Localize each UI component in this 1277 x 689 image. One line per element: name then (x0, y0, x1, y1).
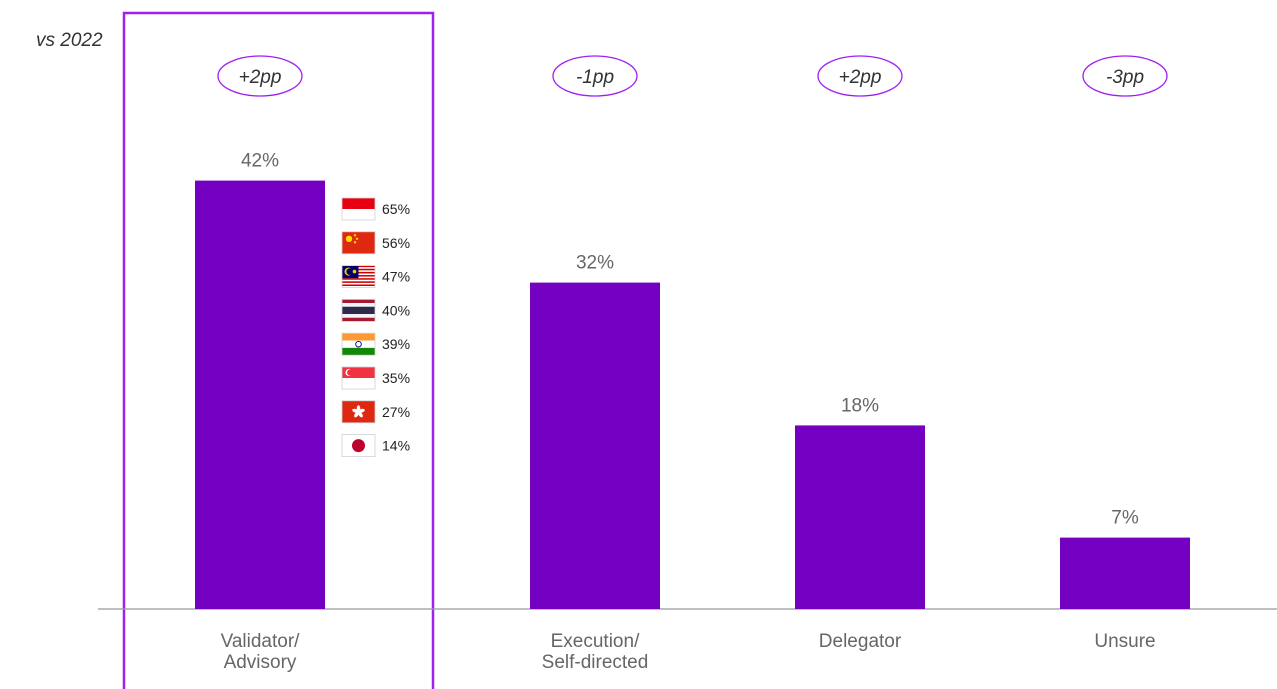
change-badge (552, 55, 638, 97)
change-label: -3pp (1106, 67, 1144, 88)
japan-flag-icon (341, 434, 376, 458)
country-value-label: 56% (382, 235, 410, 251)
country-value-label: 14% (382, 438, 410, 454)
bar (195, 180, 325, 609)
category-label: Delegator (819, 631, 902, 652)
country-value-label: 65% (382, 201, 410, 217)
country-value-label: 35% (382, 370, 410, 386)
change-label: -1pp (576, 67, 614, 88)
india-flag-icon (341, 332, 376, 356)
indonesia-flag-icon (341, 197, 376, 221)
country-value-label: 40% (382, 302, 410, 318)
data-label: 18% (841, 395, 879, 416)
thailand-flag-icon (341, 298, 376, 322)
hong-kong-flag-icon (341, 400, 376, 424)
bar (1060, 537, 1190, 609)
data-label: 42% (241, 151, 279, 172)
change-badge (817, 55, 903, 97)
change-label: +2pp (839, 67, 882, 88)
category-label: Unsure (1094, 631, 1155, 652)
highlight-frame (122, 11, 435, 689)
data-label: 7% (1111, 508, 1139, 529)
country-value-label: 27% (382, 404, 410, 420)
bar (795, 425, 925, 609)
singapore-flag-icon (341, 366, 376, 390)
comparison-label: vs 2022 (36, 30, 103, 51)
change-label: +2pp (239, 67, 282, 88)
country-value-label: 47% (382, 269, 410, 285)
country-value-label: 39% (382, 336, 410, 352)
change-badge (217, 55, 303, 97)
bar (530, 282, 660, 609)
category-label: Execution/Self-directed (542, 631, 649, 673)
data-label: 32% (576, 253, 614, 274)
change-badge (1082, 55, 1168, 97)
malaysia-flag-icon (341, 265, 376, 289)
china-flag-icon (341, 231, 376, 255)
category-label: Validator/Advisory (221, 631, 301, 673)
